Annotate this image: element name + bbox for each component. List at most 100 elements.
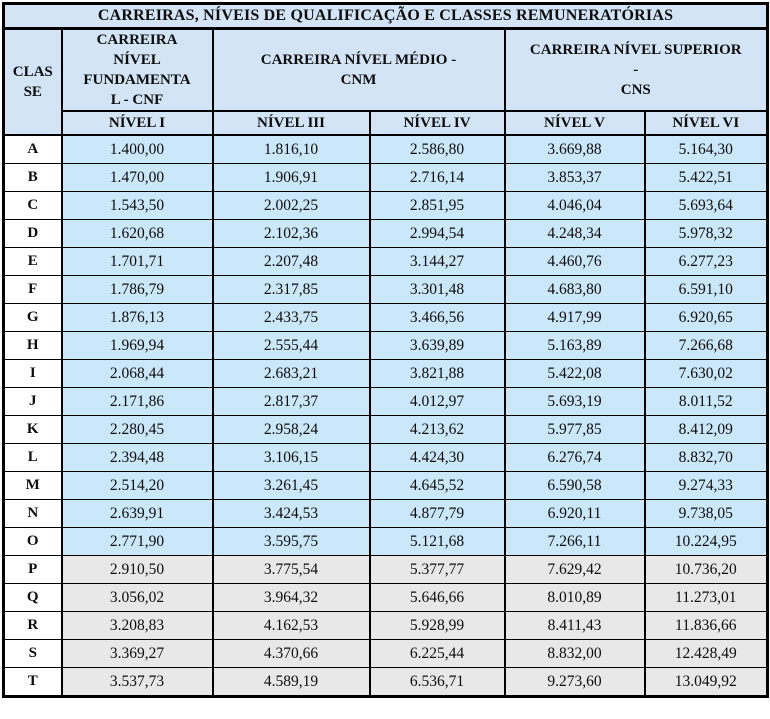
table-row: T 3.537,73 4.589,19 6.536,71 9.273,60 13.049,… (2, 667, 769, 697)
classe-label-line: CLAS (12, 64, 53, 80)
value-cell: 2.394,48 (60, 443, 214, 472)
value-cell: 6.591,10 (643, 275, 769, 304)
class-cell: R (2, 611, 63, 640)
class-cell: T (2, 667, 63, 697)
table-row: G 1.876,13 2.433,75 3.466,56 4.917,99 6.920,6… (2, 303, 769, 332)
value-cell: 5.121,68 (368, 527, 506, 556)
value-cell: 11.836,66 (643, 611, 769, 640)
value-cell: 4.877,79 (368, 499, 506, 528)
value-cell: 2.716,14 (368, 163, 506, 192)
table-row: S 3.369,27 4.370,66 6.225,44 8.832,00 12.428,… (2, 639, 769, 668)
value-cell: 2.068,44 (60, 359, 214, 388)
value-cell: 6.536,71 (368, 667, 506, 697)
value-cell: 5.978,32 (643, 219, 769, 248)
cnf-label-line: CARREIRA (96, 32, 178, 48)
value-cell: 2.683,21 (211, 359, 371, 388)
value-cell: 11.273,01 (643, 583, 769, 612)
value-cell: 10.736,20 (643, 555, 769, 584)
value-cell: 5.422,08 (503, 359, 646, 388)
value-cell: 3.144,27 (368, 247, 506, 276)
value-cell: 3.964,32 (211, 583, 371, 612)
value-cell: 4.162,53 (211, 611, 371, 640)
column-header-cns: CARREIRA NÍVEL SUPERIOR - CNS (503, 27, 769, 112)
value-cell: 1.906,91 (211, 163, 371, 192)
class-cell: K (2, 415, 63, 444)
value-cell: 7.630,02 (643, 359, 769, 388)
table-row: I 2.068,44 2.683,21 3.821,88 5.422,08 7.630,0… (2, 359, 769, 388)
value-cell: 8.412,09 (643, 415, 769, 444)
subheader-nivel-vi: NÍVEL VI (643, 110, 769, 136)
value-cell: 7.266,11 (503, 527, 646, 556)
value-cell: 2.514,20 (60, 471, 214, 500)
value-cell: 2.171,86 (60, 387, 214, 416)
table-title: CARREIRAS, NÍVEIS DE QUALIFICAÇÃO E CLAS… (1, 2, 770, 30)
value-cell: 1.786,79 (60, 275, 214, 304)
subheader-nivel-iii: NÍVEL III (211, 110, 371, 136)
subheader-nivel-iv: NÍVEL IV (368, 110, 506, 136)
value-cell: 5.163,89 (503, 331, 646, 360)
value-cell: 6.590,58 (503, 471, 646, 500)
value-cell: 5.928,99 (368, 611, 506, 640)
value-cell: 2.586,80 (368, 134, 506, 164)
value-cell: 4.248,34 (503, 219, 646, 248)
class-cell: M (2, 471, 63, 500)
table-row: P 2.910,50 3.775,54 5.377,77 7.629,42 10.736,… (2, 555, 769, 584)
subheader-nivel-v: NÍVEL V (503, 110, 646, 136)
class-cell: D (2, 219, 63, 248)
cns-label-line: - (633, 62, 639, 78)
value-cell: 6.277,23 (643, 247, 769, 276)
value-cell: 2.002,25 (211, 191, 371, 220)
table-row: C 1.543,50 2.002,25 2.851,95 4.046,04 5.693,6… (2, 191, 769, 220)
value-cell: 3.208,83 (60, 611, 214, 640)
value-cell: 10.224,95 (643, 527, 769, 556)
value-cell: 8.832,00 (503, 639, 646, 668)
cnm-label-line: CNM (340, 72, 377, 88)
table-row: N 2.639,91 3.424,53 4.877,79 6.920,11 9.738,0… (2, 499, 769, 528)
value-cell: 9.274,33 (643, 471, 769, 500)
value-cell: 8.411,43 (503, 611, 646, 640)
value-cell: 1.701,71 (60, 247, 214, 276)
class-cell: L (2, 443, 63, 472)
value-cell: 6.225,44 (368, 639, 506, 668)
table-row: J 2.171,86 2.817,37 4.012,97 5.693,19 8.011,5… (2, 387, 769, 416)
class-cell: A (2, 134, 63, 164)
value-cell: 5.377,77 (368, 555, 506, 584)
table-row: L 2.394,48 3.106,15 4.424,30 6.276,74 8.832,7… (2, 443, 769, 472)
cnf-label-line: L - CNF (110, 92, 164, 108)
value-cell: 8.832,70 (643, 443, 769, 472)
class-cell: N (2, 499, 63, 528)
value-cell: 5.693,19 (503, 387, 646, 416)
value-cell: 4.012,97 (368, 387, 506, 416)
column-header-cnm: CARREIRA NÍVEL MÉDIO - CNM (211, 27, 506, 112)
cnf-label-line: FUNDAMENTA (83, 72, 191, 88)
value-cell: 2.280,45 (60, 415, 214, 444)
value-cell: 4.683,80 (503, 275, 646, 304)
value-cell: 3.669,88 (503, 134, 646, 164)
table-row: H 1.969,94 2.555,44 3.639,89 5.163,89 7.266,6… (2, 331, 769, 360)
column-header-classe: CLAS SE (2, 27, 63, 136)
value-cell: 3.301,48 (368, 275, 506, 304)
value-cell: 2.910,50 (60, 555, 214, 584)
class-cell: P (2, 555, 63, 584)
value-cell: 3.821,88 (368, 359, 506, 388)
value-cell: 4.370,66 (211, 639, 371, 668)
value-cell: 13.049,92 (643, 667, 769, 697)
classe-label-line: SE (23, 84, 42, 100)
table-row: D 1.620,68 2.102,36 2.994,54 4.248,34 5.978,3… (2, 219, 769, 248)
value-cell: 3.595,75 (211, 527, 371, 556)
remuneration-table: CARREIRAS, NÍVEIS DE QUALIFICAÇÃO E CLAS… (1, 2, 770, 698)
value-cell: 4.645,52 (368, 471, 506, 500)
value-cell: 2.207,48 (211, 247, 371, 276)
cnm-label-line: CARREIRA NÍVEL MÉDIO - (260, 52, 457, 68)
value-cell: 3.424,53 (211, 499, 371, 528)
table-row: A 1.400,00 1.816,10 2.586,80 3.669,88 5.164,3… (2, 134, 769, 164)
value-cell: 12.428,49 (643, 639, 769, 668)
value-cell: 3.261,45 (211, 471, 371, 500)
value-cell: 4.589,19 (211, 667, 371, 697)
value-cell: 1.543,50 (60, 191, 214, 220)
value-cell: 2.555,44 (211, 331, 371, 360)
value-cell: 2.851,95 (368, 191, 506, 220)
value-cell: 1.620,68 (60, 219, 214, 248)
class-cell: O (2, 527, 63, 556)
